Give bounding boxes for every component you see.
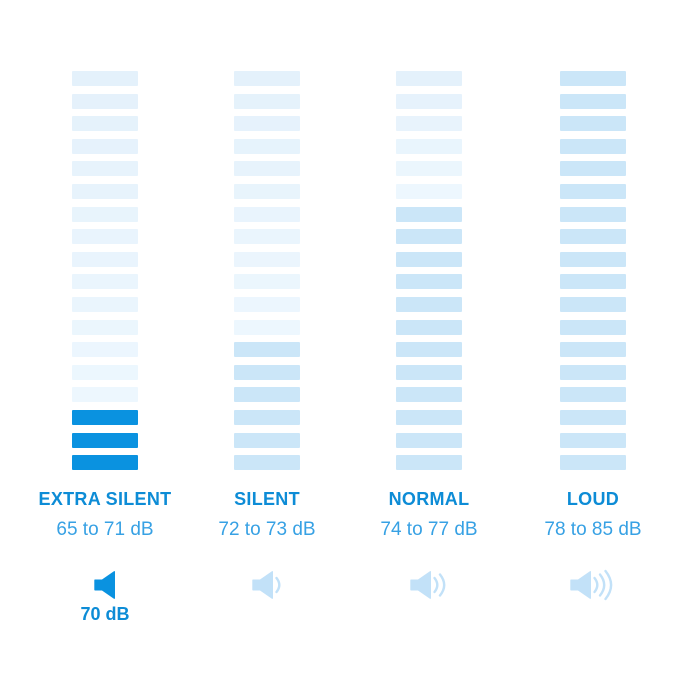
volume-bar [72, 251, 138, 267]
speaker-icon-wrap [251, 569, 283, 601]
volume-bar [560, 342, 626, 358]
volume-bar [396, 342, 462, 358]
volume-bar [72, 364, 138, 380]
volume-bar [396, 319, 462, 335]
volume-bar [72, 229, 138, 245]
volume-bar [234, 319, 300, 335]
noise-level-column: SILENT 72 to 73 dB [185, 0, 349, 603]
volume-bar [72, 296, 138, 312]
volume-bar [234, 138, 300, 154]
volume-bar [396, 183, 462, 199]
volume-bar [234, 71, 300, 86]
volume-bar [396, 387, 462, 403]
volume-bar [72, 206, 138, 222]
volume-bar [396, 93, 462, 109]
noise-level-column: LOUD 78 to 85 dB [511, 0, 675, 603]
volume-bar [72, 161, 138, 177]
volume-bar [234, 296, 300, 312]
db-range-label: 65 to 71 dB [56, 519, 154, 541]
volume-bar [72, 455, 138, 471]
volume-bar [560, 161, 626, 177]
volume-bar [396, 364, 462, 380]
speaker-2-waves-icon [409, 571, 445, 599]
volume-bar [234, 161, 300, 177]
volume-bar [560, 93, 626, 109]
volume-bar [560, 455, 626, 471]
volume-bar [72, 319, 138, 335]
volume-bar [72, 138, 138, 154]
volume-bar [560, 296, 626, 312]
db-range-label: 72 to 73 dB [218, 519, 316, 541]
volume-bar [560, 274, 626, 290]
volume-bar [396, 161, 462, 177]
noise-level-label: LOUD [566, 489, 620, 510]
volume-bar [396, 116, 462, 132]
volume-bar [560, 116, 626, 132]
speaker-1-wave-icon [251, 571, 280, 599]
volume-bar [560, 138, 626, 154]
volume-bar [234, 206, 300, 222]
volume-bar [560, 432, 626, 448]
volume-bar [396, 432, 462, 448]
volume-bar [72, 432, 138, 448]
speaker-icon-wrap [569, 569, 617, 601]
volume-bar [234, 342, 300, 358]
speaker-icon-wrap [93, 569, 117, 601]
volume-bar [234, 455, 300, 471]
volume-bar [560, 206, 626, 222]
volume-bar [234, 251, 300, 267]
volume-bar [396, 251, 462, 267]
noise-level-column: NORMAL 74 to 77 dB [347, 0, 511, 603]
volume-bar [234, 432, 300, 448]
volume-bar [396, 296, 462, 312]
noise-level-label: SILENT [234, 489, 300, 510]
noise-level-label: NORMAL [388, 489, 470, 510]
volume-bar [396, 206, 462, 222]
volume-bar [234, 364, 300, 380]
volume-bar [560, 251, 626, 267]
speaker-0-waves-icon [93, 571, 115, 599]
db-range-label: 74 to 77 dB [380, 519, 478, 541]
volume-bar [72, 342, 138, 358]
noise-level-label: EXTRA SILENT [38, 489, 172, 510]
volume-bar [396, 274, 462, 290]
volume-bar [72, 71, 138, 86]
volume-bar [72, 93, 138, 109]
volume-bar [396, 71, 462, 86]
volume-bar [234, 274, 300, 290]
volume-bar [234, 183, 300, 199]
volume-bar-stack [396, 71, 462, 471]
volume-bar [396, 409, 462, 425]
volume-bar [234, 116, 300, 132]
speaker-icon-wrap [409, 569, 449, 601]
volume-bar [234, 229, 300, 245]
volume-bar [72, 116, 138, 132]
volume-bar [560, 183, 626, 199]
volume-bar [396, 138, 462, 154]
volume-bar [72, 274, 138, 290]
volume-bar-stack [72, 71, 138, 471]
volume-bar [234, 93, 300, 109]
volume-bar [560, 364, 626, 380]
db-range-label: 78 to 85 dB [544, 519, 642, 541]
volume-bar [560, 387, 626, 403]
volume-bar [396, 455, 462, 471]
noise-level-column: EXTRA SILENT 65 to 71 dB 70 dB [23, 0, 187, 625]
volume-bar [72, 387, 138, 403]
selected-db-label: 70 dB [80, 604, 130, 625]
volume-bar-stack [234, 71, 300, 471]
speaker-3-waves-icon [569, 569, 612, 601]
volume-bar [560, 409, 626, 425]
volume-bar-stack [560, 71, 626, 471]
volume-bar [234, 409, 300, 425]
volume-bar [396, 229, 462, 245]
volume-bar [72, 409, 138, 425]
volume-bar [72, 183, 138, 199]
volume-bar [560, 71, 626, 86]
volume-bar [234, 387, 300, 403]
volume-bar [560, 319, 626, 335]
volume-bar [560, 229, 626, 245]
